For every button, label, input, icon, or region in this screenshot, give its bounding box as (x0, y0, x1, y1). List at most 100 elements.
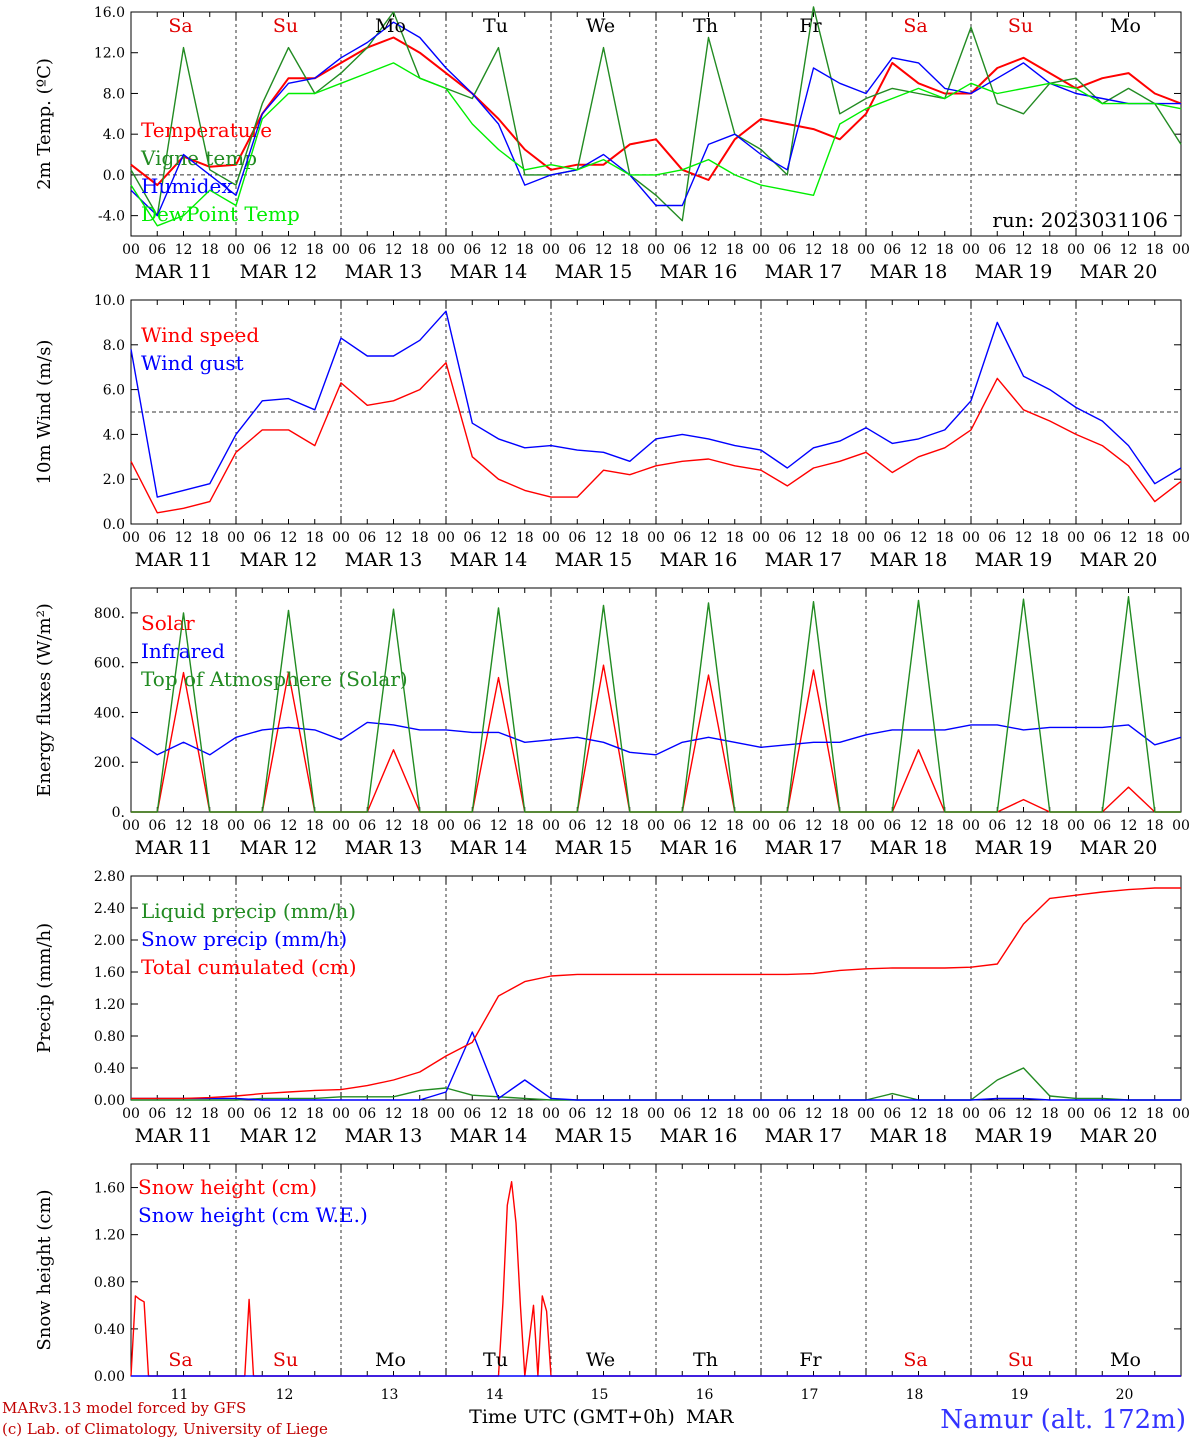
date-label: MAR 13 (345, 837, 423, 859)
series-line-2 (130, 6, 1182, 222)
date-label: MAR 15 (555, 549, 633, 571)
location-label: Namur (alt. 172m) (940, 1405, 1186, 1435)
hour-tick-label: 18 (726, 242, 744, 258)
hour-tick-label: 00 (752, 530, 770, 546)
hour-tick-label: 12 (175, 818, 193, 834)
hour-tick-label: 00 (437, 1106, 455, 1122)
y-tick-label: 0.0 (103, 168, 125, 184)
legend-entry: Wind gust (141, 351, 244, 375)
legend-entry: Snow height (cm) (138, 1175, 317, 1199)
y-tick-label: 1.20 (94, 1228, 125, 1244)
y-tick-label: 600. (94, 656, 125, 672)
hour-tick-label: 00 (647, 1106, 665, 1122)
weekday-label: Th (693, 15, 718, 37)
hour-tick-label: 12 (1015, 242, 1033, 258)
date-label: MAR 20 (1080, 1125, 1158, 1147)
hour-tick-label: 06 (883, 1106, 901, 1122)
day-number-label: 16 (696, 1387, 714, 1403)
weekday-label: We (586, 15, 615, 37)
hour-tick-label: 00 (542, 818, 560, 834)
date-label: MAR 12 (240, 261, 318, 283)
hour-tick-label: 18 (621, 1106, 639, 1122)
weekday-label: Sa (903, 1349, 927, 1371)
hour-tick-label: 00 (857, 242, 875, 258)
hour-tick-label: 06 (148, 242, 166, 258)
hour-tick-label: 06 (463, 818, 481, 834)
hour-tick-label: 12 (280, 818, 298, 834)
hour-tick-label: 06 (778, 242, 796, 258)
hour-tick-label: 06 (883, 818, 901, 834)
y-tick-label: 4.0 (103, 127, 125, 143)
hour-tick-label: 18 (306, 1106, 324, 1122)
hour-tick-label: 00 (332, 530, 350, 546)
date-label: MAR 17 (765, 549, 843, 571)
hour-tick-label: 06 (148, 818, 166, 834)
legend-entry: Temperature (141, 118, 272, 142)
hour-tick-label: 00 (962, 818, 980, 834)
hour-tick-label: 18 (1146, 1106, 1164, 1122)
hour-tick-label: 12 (1120, 818, 1138, 834)
day-number-label: 15 (591, 1387, 609, 1403)
hour-tick-label: 12 (175, 1106, 193, 1122)
hour-tick-label: 12 (700, 1106, 718, 1122)
y-tick-label: 0.80 (94, 1029, 125, 1045)
hour-tick-label: 18 (411, 242, 429, 258)
y-tick-label: 0.00 (94, 1369, 125, 1385)
hour-tick-label: 00 (122, 818, 140, 834)
hour-tick-label: 06 (673, 530, 691, 546)
y-tick-label: 0.0 (103, 517, 125, 533)
hour-tick-label: 12 (1015, 818, 1033, 834)
model-credit: MARv3.13 model forced by GFS (2, 1399, 246, 1417)
hour-tick-label: 18 (516, 530, 534, 546)
date-label: MAR 11 (135, 837, 213, 859)
y-tick-label: 0.80 (94, 1275, 125, 1291)
date-label: MAR 20 (1080, 261, 1158, 283)
series-line-2 (130, 721, 1182, 756)
hour-tick-label: 00 (962, 530, 980, 546)
hour-tick-label: 00 (1067, 242, 1085, 258)
y-tick-label: 8.0 (103, 338, 125, 354)
hour-tick-label: 18 (936, 818, 954, 834)
hour-tick-label: 12 (910, 530, 928, 546)
hour-tick-label: 00 (1172, 242, 1190, 258)
hour-tick-label: 18 (201, 242, 219, 258)
hour-tick-label: 12 (385, 1106, 403, 1122)
hour-tick-label: 06 (358, 818, 376, 834)
weekday-label: Th (693, 1349, 718, 1371)
y-tick-label: 0. (112, 805, 125, 821)
hour-tick-label: 06 (778, 530, 796, 546)
hour-tick-label: 18 (306, 530, 324, 546)
hour-tick-label: 00 (1067, 1106, 1085, 1122)
hour-tick-label: 18 (201, 1106, 219, 1122)
hour-tick-label: 12 (910, 242, 928, 258)
hour-tick-label: 06 (988, 1106, 1006, 1122)
day-number-label: 14 (486, 1387, 504, 1403)
hour-tick-label: 12 (910, 818, 928, 834)
day-number-label: 12 (276, 1387, 294, 1403)
date-label: MAR 19 (975, 549, 1053, 571)
series-line-2 (130, 310, 1182, 498)
hour-tick-label: 06 (463, 530, 481, 546)
y-axis-label: Snow height (cm) (34, 1189, 55, 1350)
weekday-label: Fr (799, 15, 822, 37)
hour-tick-label: 12 (280, 1106, 298, 1122)
date-label: MAR 17 (765, 837, 843, 859)
hour-tick-label: 12 (700, 530, 718, 546)
date-label: MAR 13 (345, 549, 423, 571)
y-tick-label: 1.20 (94, 997, 125, 1013)
hour-tick-label: 00 (542, 1106, 560, 1122)
hour-tick-label: 18 (1146, 242, 1164, 258)
month-label: MAR (686, 1406, 734, 1428)
date-label: MAR 17 (765, 261, 843, 283)
y-tick-label: 200. (94, 755, 125, 771)
hour-tick-label: 00 (1172, 1106, 1190, 1122)
hour-tick-label: 12 (490, 1106, 508, 1122)
hour-tick-label: 00 (122, 242, 140, 258)
series-line-4 (130, 62, 1182, 227)
hour-tick-label: 06 (358, 530, 376, 546)
copyright: (c) Lab. of Climatology, University of L… (2, 1420, 328, 1438)
hour-tick-label: 06 (988, 818, 1006, 834)
hour-tick-label: 18 (411, 530, 429, 546)
hour-tick-label: 00 (332, 818, 350, 834)
date-label: MAR 11 (135, 549, 213, 571)
